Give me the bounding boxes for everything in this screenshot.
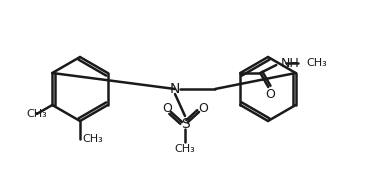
Text: O: O bbox=[162, 101, 172, 115]
Text: NH: NH bbox=[280, 57, 299, 69]
Text: CH₃: CH₃ bbox=[306, 58, 327, 68]
Text: CH₃: CH₃ bbox=[175, 144, 195, 154]
Text: CH₃: CH₃ bbox=[82, 134, 103, 144]
Text: O: O bbox=[198, 101, 208, 115]
Text: O: O bbox=[265, 88, 275, 100]
Text: CH₃: CH₃ bbox=[26, 109, 47, 119]
Text: N: N bbox=[170, 82, 180, 96]
Text: S: S bbox=[180, 117, 189, 131]
